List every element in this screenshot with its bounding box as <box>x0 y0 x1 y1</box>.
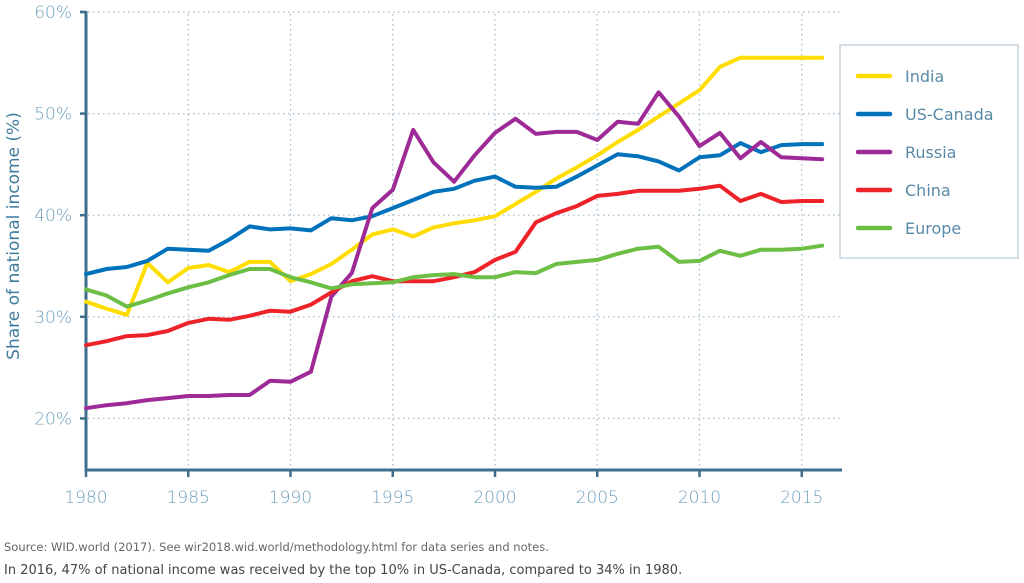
series-line-us-canada <box>84 141 825 277</box>
x-tick-label: 2000 <box>473 488 516 508</box>
axes: 20% 30% 40% 50% 60% 1980 1985 1990 1995 2000 2005 2… <box>34 3 842 508</box>
series-line-europe <box>84 243 825 309</box>
x-tick-label: 1990 <box>269 488 312 508</box>
legend-label-china: China <box>905 181 951 200</box>
y-axis-title: Share of national income (%) <box>4 112 24 360</box>
legend-label-india: India <box>905 67 944 86</box>
legend: India US-Canada Russia China Europe <box>839 44 1019 259</box>
x-tick-label: 2010 <box>678 488 721 508</box>
series-line-russia <box>84 90 825 411</box>
series-line-india <box>84 55 825 317</box>
series-lines <box>84 55 825 411</box>
legend-label-europe: Europe <box>905 219 961 238</box>
series-line-china <box>84 183 825 348</box>
gridlines <box>88 11 842 470</box>
y-tick-label: 50% <box>34 105 72 125</box>
legend-label-us-canada: US-Canada <box>905 105 994 124</box>
legend-label-russia: Russia <box>905 143 956 162</box>
x-tick-label: 2015 <box>780 488 823 508</box>
line-chart: 20% 30% 40% 50% 60% 1980 1985 1990 1995 2000 2005 2… <box>4 3 1019 508</box>
y-tick-label: 20% <box>34 409 72 429</box>
y-tick-label: 60% <box>34 3 72 23</box>
x-tick-label: 1995 <box>371 488 414 508</box>
x-tick-label: 1985 <box>167 488 210 508</box>
y-tick-label: 40% <box>34 206 72 226</box>
source-note: Source: WID.world (2017). See wir2018.wi… <box>4 540 549 554</box>
x-tick-label: 2005 <box>576 488 619 508</box>
caption-note: In 2016, 47% of national income was rece… <box>4 563 683 578</box>
y-tick-label: 30% <box>34 308 72 328</box>
x-tick-label: 1980 <box>64 488 107 508</box>
